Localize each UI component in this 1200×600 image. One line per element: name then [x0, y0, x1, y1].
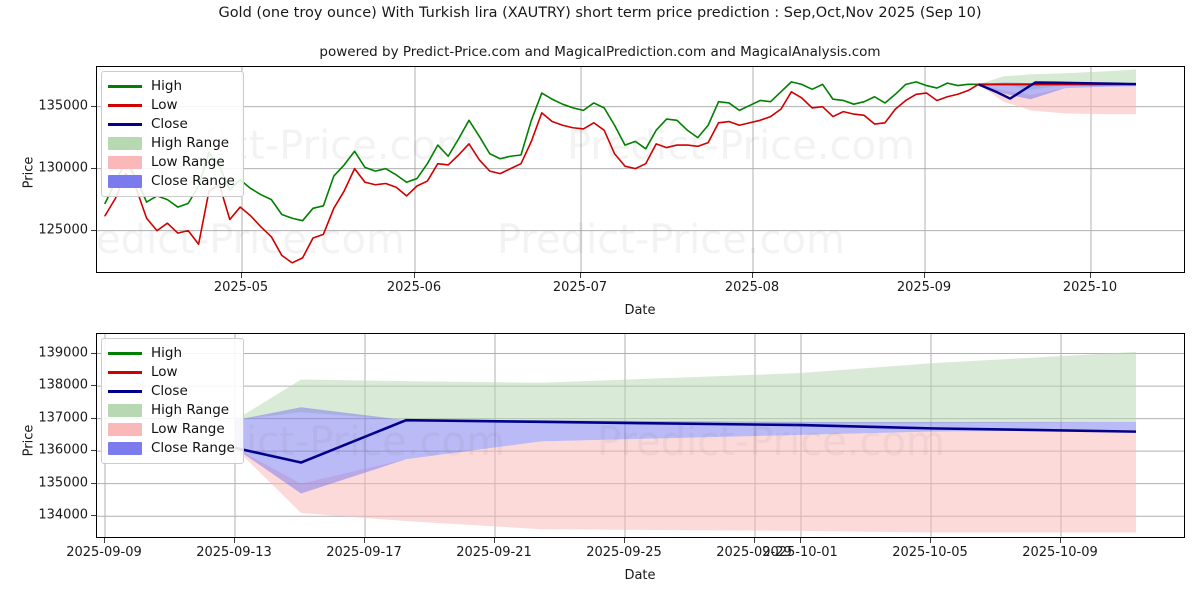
top-chart-y-tick: 130000: [38, 160, 88, 176]
bottom-chart-legend-label: Close Range: [151, 439, 235, 456]
bottom-chart-legend-swatch-icon: [108, 352, 142, 355]
bottom-chart-x-tick: 2025-09-09: [66, 545, 142, 560]
bottom-chart-x-tickmark: [624, 538, 625, 543]
top-chart-x-tickmark: [924, 273, 925, 278]
bottom-chart-x-tick: 2025-09-21: [456, 545, 532, 560]
top-chart-legend-swatch-icon: [108, 156, 142, 169]
top-chart-x-tickmark: [241, 273, 242, 278]
bottom-chart-x-tickmark: [364, 538, 365, 543]
bottom-chart-legend-item-high-range[interactable]: High Range: [108, 401, 235, 420]
top-chart-legend-swatch-icon: [108, 175, 142, 188]
top-chart-y-tickmark: [91, 105, 96, 107]
top-chart-y-tickmark: [91, 167, 96, 169]
top-chart-x-tick: 2025-06: [386, 280, 442, 295]
top-chart-legend[interactable]: High Low Close High Range Low Range Close Ran…: [101, 71, 244, 197]
bottom-chart-x-tick: 2025-09-29: [716, 545, 792, 560]
top-chart-x-tick: 2025-05: [213, 280, 269, 295]
top-chart-x-tickmark: [752, 273, 753, 278]
top-chart-y-tick: 125000: [38, 222, 88, 238]
bottom-chart-y-tick: 138000: [38, 377, 88, 393]
top-chart-legend-swatch-icon: [108, 123, 142, 126]
top-chart-legend-label: High: [151, 77, 183, 94]
top-chart-x-tick: 2025-10: [1062, 280, 1118, 295]
bottom-chart-x-tickmark: [930, 538, 931, 543]
bottom-chart-y-tickmark: [91, 482, 96, 484]
top-chart-x-tick: 2025-08: [724, 280, 780, 295]
top-chart-legend-item-close[interactable]: Close: [108, 115, 235, 134]
bottom-chart-y-tick: 137000: [38, 410, 88, 426]
top-chart-legend-item-high[interactable]: High: [108, 77, 235, 96]
top-chart-x-tick: 2025-09: [896, 280, 952, 295]
bottom-chart-legend-label: High: [151, 344, 183, 361]
bottom-chart-x-tickmark: [754, 538, 755, 543]
top-chart-x-tickmark: [580, 273, 581, 278]
top-chart-legend-item-low-range[interactable]: Low Range: [108, 153, 235, 172]
bottom-chart-y-tickmark: [91, 515, 96, 517]
bottom-chart-x-tickmark: [800, 538, 801, 543]
bottom-chart-legend-item-close-range[interactable]: Close Range: [108, 439, 235, 458]
bottom-chart-legend-swatch-icon: [108, 390, 142, 393]
bottom-chart-y-tickmark: [91, 385, 96, 387]
bottom-chart-y-tickmark: [91, 352, 96, 354]
bottom-chart-legend-swatch-icon: [108, 423, 142, 436]
bottom-chart-y-tick: 136000: [38, 442, 88, 458]
top-chart-plot-area: Predict-Price.com Predict-Price.com Pred…: [96, 66, 1185, 273]
bottom-chart-legend-label: High Range: [151, 401, 230, 418]
top-chart-legend-label: Close Range: [151, 172, 235, 189]
bottom-chart-x-tick: 2025-09-25: [586, 545, 662, 560]
top-chart-x-tick: 2025-07: [552, 280, 608, 295]
bottom-chart-legend-label: Low: [151, 363, 178, 380]
bottom-chart-x-tick: 2025-10-01: [762, 545, 838, 560]
page-subtitle: powered by Predict-Price.com and Magical…: [319, 44, 881, 60]
bottom-chart-x-tickmark: [494, 538, 495, 543]
top-chart-legend-swatch-icon: [108, 104, 142, 107]
top-chart-x-tickmark: [414, 273, 415, 278]
bottom-chart-legend-item-low-range[interactable]: Low Range: [108, 420, 235, 439]
bottom-chart-legend-swatch-icon: [108, 371, 142, 374]
top-chart-legend-label: Low: [151, 96, 178, 113]
bottom-chart-y-tick: 135000: [38, 475, 88, 491]
bottom-chart-legend-swatch-icon: [108, 442, 142, 455]
bottom-chart-legend[interactable]: High Low Close High Range Low Range Close Ran…: [101, 338, 244, 464]
top-chart-legend-item-high-range[interactable]: High Range: [108, 134, 235, 153]
bottom-chart-legend-label: Close: [151, 382, 188, 399]
top-chart-legend-label: Close: [151, 115, 188, 132]
top-chart-x-axis-label: Date: [624, 303, 656, 318]
bottom-chart-y-tickmark: [91, 417, 96, 419]
top-chart-graphics: [97, 67, 1184, 272]
top-chart-legend-label: Low Range: [151, 153, 225, 170]
bottom-chart-legend-swatch-icon: [108, 404, 142, 417]
bottom-chart-x-tick: 2025-09-13: [196, 545, 272, 560]
top-chart-legend-item-low[interactable]: Low: [108, 96, 235, 115]
bottom-chart-y-tickmark: [91, 450, 96, 452]
top-chart-x-tickmark: [1090, 273, 1091, 278]
top-chart-y-tickmark: [91, 229, 96, 231]
bottom-chart-x-tick: 2025-10-09: [1022, 545, 1098, 560]
bottom-chart-legend-item-low[interactable]: Low: [108, 363, 235, 382]
bottom-chart-x-tick: 2025-09-17: [326, 545, 402, 560]
bottom-chart-x-tickmark: [104, 538, 105, 543]
bottom-chart-x-axis-label: Date: [624, 568, 656, 583]
bottom-chart-legend-label: Low Range: [151, 420, 225, 437]
page-title: Gold (one troy ounce) With Turkish lira …: [218, 5, 982, 21]
bottom-chart-legend-item-close[interactable]: Close: [108, 382, 235, 401]
top-chart-legend-label: High Range: [151, 134, 230, 151]
bottom-chart-x-tickmark: [234, 538, 235, 543]
bottom-chart-legend-item-high[interactable]: High: [108, 344, 235, 363]
bottom-chart-y-tick: 139000: [38, 345, 88, 361]
bottom-chart-x-tickmark: [1060, 538, 1061, 543]
bottom-chart-x-tick: 2025-10-05: [892, 545, 968, 560]
bottom-chart-plot-area: Predict-Price.com Predict-Price.com: [96, 333, 1185, 538]
bottom-chart-graphics: [97, 334, 1184, 537]
top-chart-y-tick: 135000: [38, 98, 88, 114]
top-chart-legend-item-close-range[interactable]: Close Range: [108, 172, 235, 191]
top-chart-legend-swatch-icon: [108, 137, 142, 150]
bottom-chart-y-tick: 134000: [38, 507, 88, 523]
top-chart-legend-swatch-icon: [108, 85, 142, 88]
